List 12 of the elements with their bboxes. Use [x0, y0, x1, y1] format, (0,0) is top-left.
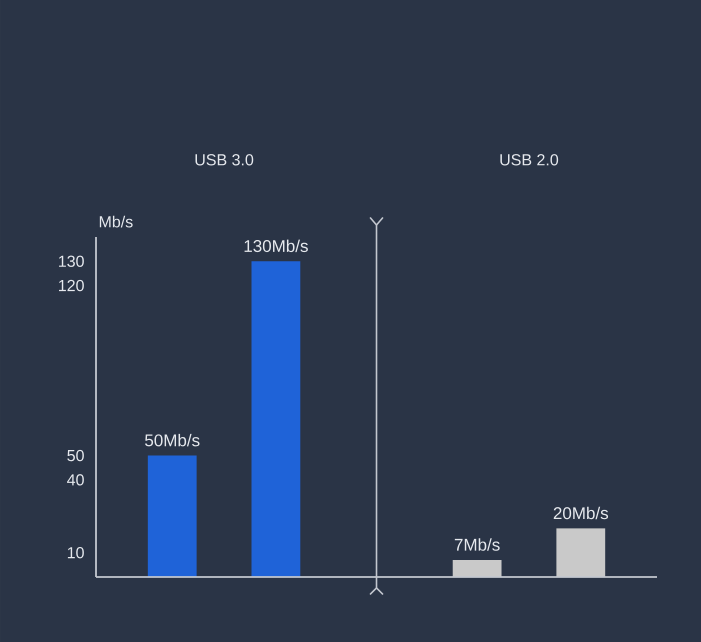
data-label: 50Mb/s	[145, 434, 200, 446]
x-tick-label: USB 2.0	[500, 154, 558, 166]
y-tick-label: 130	[59, 256, 84, 267]
y-tick-label: 10	[68, 547, 84, 558]
data-label: 20Mb/s	[554, 506, 608, 520]
data-label: 7Mb/s	[454, 538, 500, 551]
y-axis-title: Mb/s	[100, 216, 133, 228]
y-tick-label: 40	[67, 474, 84, 486]
x-tick-label: USB 3.0	[196, 154, 254, 166]
data-label: 130Mb/s	[244, 240, 308, 252]
y-tick-label: 50	[67, 450, 84, 462]
y-tick-label: 120	[59, 280, 84, 292]
